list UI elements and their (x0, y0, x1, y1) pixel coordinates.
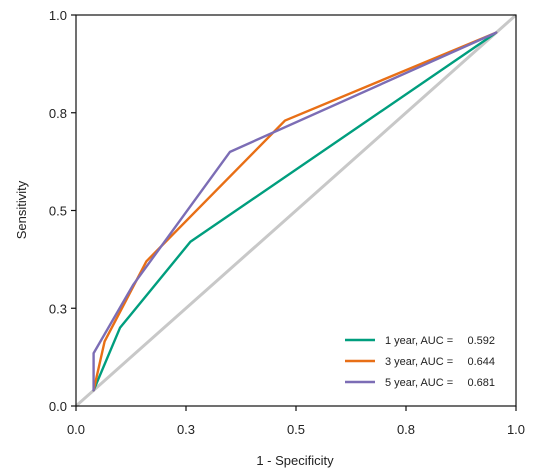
x-tick-label: 1.0 (507, 422, 525, 437)
y-tick-label: 0.5 (49, 204, 67, 219)
legend-label-2: 3 year, AUC = (385, 356, 453, 368)
x-tick-label: 0.3 (177, 422, 195, 437)
x-tick-label: 0.0 (67, 422, 85, 437)
legend-label-1: 1 year, AUC = (385, 335, 453, 347)
y-tick-label: 0.8 (49, 106, 67, 121)
axes: 0.0 0.3 0.5 0.8 1.0 0.0 0.3 0.5 0.8 1.0 (49, 8, 525, 437)
x-tick-label: 0.5 (287, 422, 305, 437)
series-line-3 (92, 31, 498, 392)
x-tick-label: 0.8 (397, 422, 415, 437)
legend-auc-2: 0.644 (467, 356, 495, 368)
y-axis-label: Sensitivity (14, 180, 29, 239)
legend-label-3: 5 year, AUC = (385, 377, 453, 389)
series-line-2 (92, 31, 498, 392)
legend-auc-3: 0.681 (467, 377, 495, 389)
x-axis-label: 1 - Specificity (256, 453, 334, 468)
y-tick-label: 1.0 (49, 8, 67, 23)
reference-diagonal-line (75, 13, 517, 408)
legend: 1 year, AUC = 0.592 3 year, AUC = 0.644 5 ye… (345, 335, 495, 389)
series-line-1 (92, 31, 498, 392)
plot-area (75, 13, 517, 408)
y-tick-label: 0.0 (49, 399, 67, 414)
legend-auc-1: 0.592 (467, 335, 495, 347)
y-tick-label: 0.3 (49, 301, 67, 316)
